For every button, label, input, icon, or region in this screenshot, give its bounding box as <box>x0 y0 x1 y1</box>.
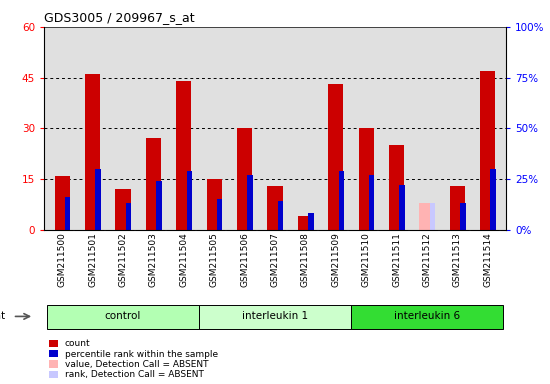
Text: GDS3005 / 209967_s_at: GDS3005 / 209967_s_at <box>44 11 195 24</box>
Bar <box>359 128 374 230</box>
Bar <box>430 203 435 230</box>
Text: agent: agent <box>0 311 6 321</box>
Bar <box>351 305 503 329</box>
Legend: count, percentile rank within the sample, value, Detection Call = ABSENT, rank, : count, percentile rank within the sample… <box>48 339 218 379</box>
Text: GSM211507: GSM211507 <box>271 232 279 287</box>
Text: GSM211504: GSM211504 <box>179 232 188 286</box>
Text: GSM211505: GSM211505 <box>210 232 219 287</box>
Text: GSM211509: GSM211509 <box>331 232 340 287</box>
Bar <box>308 214 314 230</box>
Text: GSM211514: GSM211514 <box>483 232 492 286</box>
Text: interleukin 6: interleukin 6 <box>394 311 460 321</box>
Bar <box>116 189 130 230</box>
Bar <box>207 179 222 230</box>
Bar <box>298 216 313 230</box>
Text: control: control <box>105 311 141 321</box>
Bar <box>85 74 100 230</box>
Bar <box>95 169 101 230</box>
Bar <box>217 199 222 230</box>
Bar <box>369 175 375 230</box>
Bar <box>399 185 405 230</box>
Text: GSM211501: GSM211501 <box>88 232 97 287</box>
Text: GSM211502: GSM211502 <box>119 232 128 286</box>
Text: interleukin 1: interleukin 1 <box>242 311 308 321</box>
Bar <box>278 201 283 230</box>
Bar <box>126 203 131 230</box>
Bar <box>156 181 162 230</box>
Text: GSM211511: GSM211511 <box>392 232 401 287</box>
Text: GSM211508: GSM211508 <box>301 232 310 287</box>
Bar <box>480 71 496 230</box>
Bar <box>419 203 435 230</box>
Bar <box>47 305 199 329</box>
Text: GSM211500: GSM211500 <box>58 232 67 287</box>
Bar <box>267 186 283 230</box>
Text: GSM211510: GSM211510 <box>362 232 371 287</box>
Text: GSM211513: GSM211513 <box>453 232 462 287</box>
Text: GSM211512: GSM211512 <box>422 232 431 286</box>
Bar <box>146 138 161 230</box>
Text: GSM211503: GSM211503 <box>149 232 158 287</box>
Bar <box>491 169 496 230</box>
Bar <box>450 186 465 230</box>
Bar <box>328 84 343 230</box>
Bar <box>338 171 344 230</box>
Bar <box>199 305 351 329</box>
Bar <box>176 81 191 230</box>
Bar <box>237 128 252 230</box>
Bar <box>54 175 70 230</box>
Bar <box>389 145 404 230</box>
Bar <box>186 171 192 230</box>
Bar <box>460 203 465 230</box>
Bar <box>65 197 70 230</box>
Text: GSM211506: GSM211506 <box>240 232 249 287</box>
Bar <box>248 175 253 230</box>
